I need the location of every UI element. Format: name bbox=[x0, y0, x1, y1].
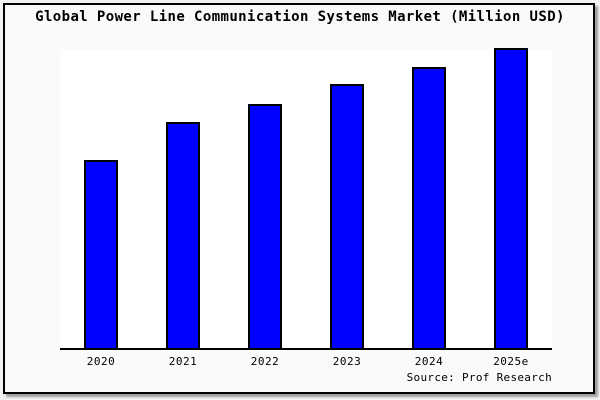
bar-2022 bbox=[248, 104, 282, 348]
x-label-2024: 2024 bbox=[414, 355, 444, 368]
bar-2021 bbox=[166, 122, 200, 348]
bar-2023 bbox=[330, 84, 364, 348]
plot-area bbox=[60, 48, 552, 350]
bar-2025e bbox=[494, 48, 528, 348]
x-label-2022: 2022 bbox=[250, 355, 280, 368]
bar-2020 bbox=[84, 160, 118, 348]
x-label-2020: 2020 bbox=[86, 355, 116, 368]
source-note: Source: Prof Research bbox=[406, 371, 552, 384]
chart-title: Global Power Line Communication Systems … bbox=[35, 9, 565, 25]
x-label-2021: 2021 bbox=[168, 355, 198, 368]
x-label-2025e: 2025e bbox=[493, 355, 529, 368]
bar-2024 bbox=[412, 67, 446, 348]
x-label-2023: 2023 bbox=[332, 355, 362, 368]
